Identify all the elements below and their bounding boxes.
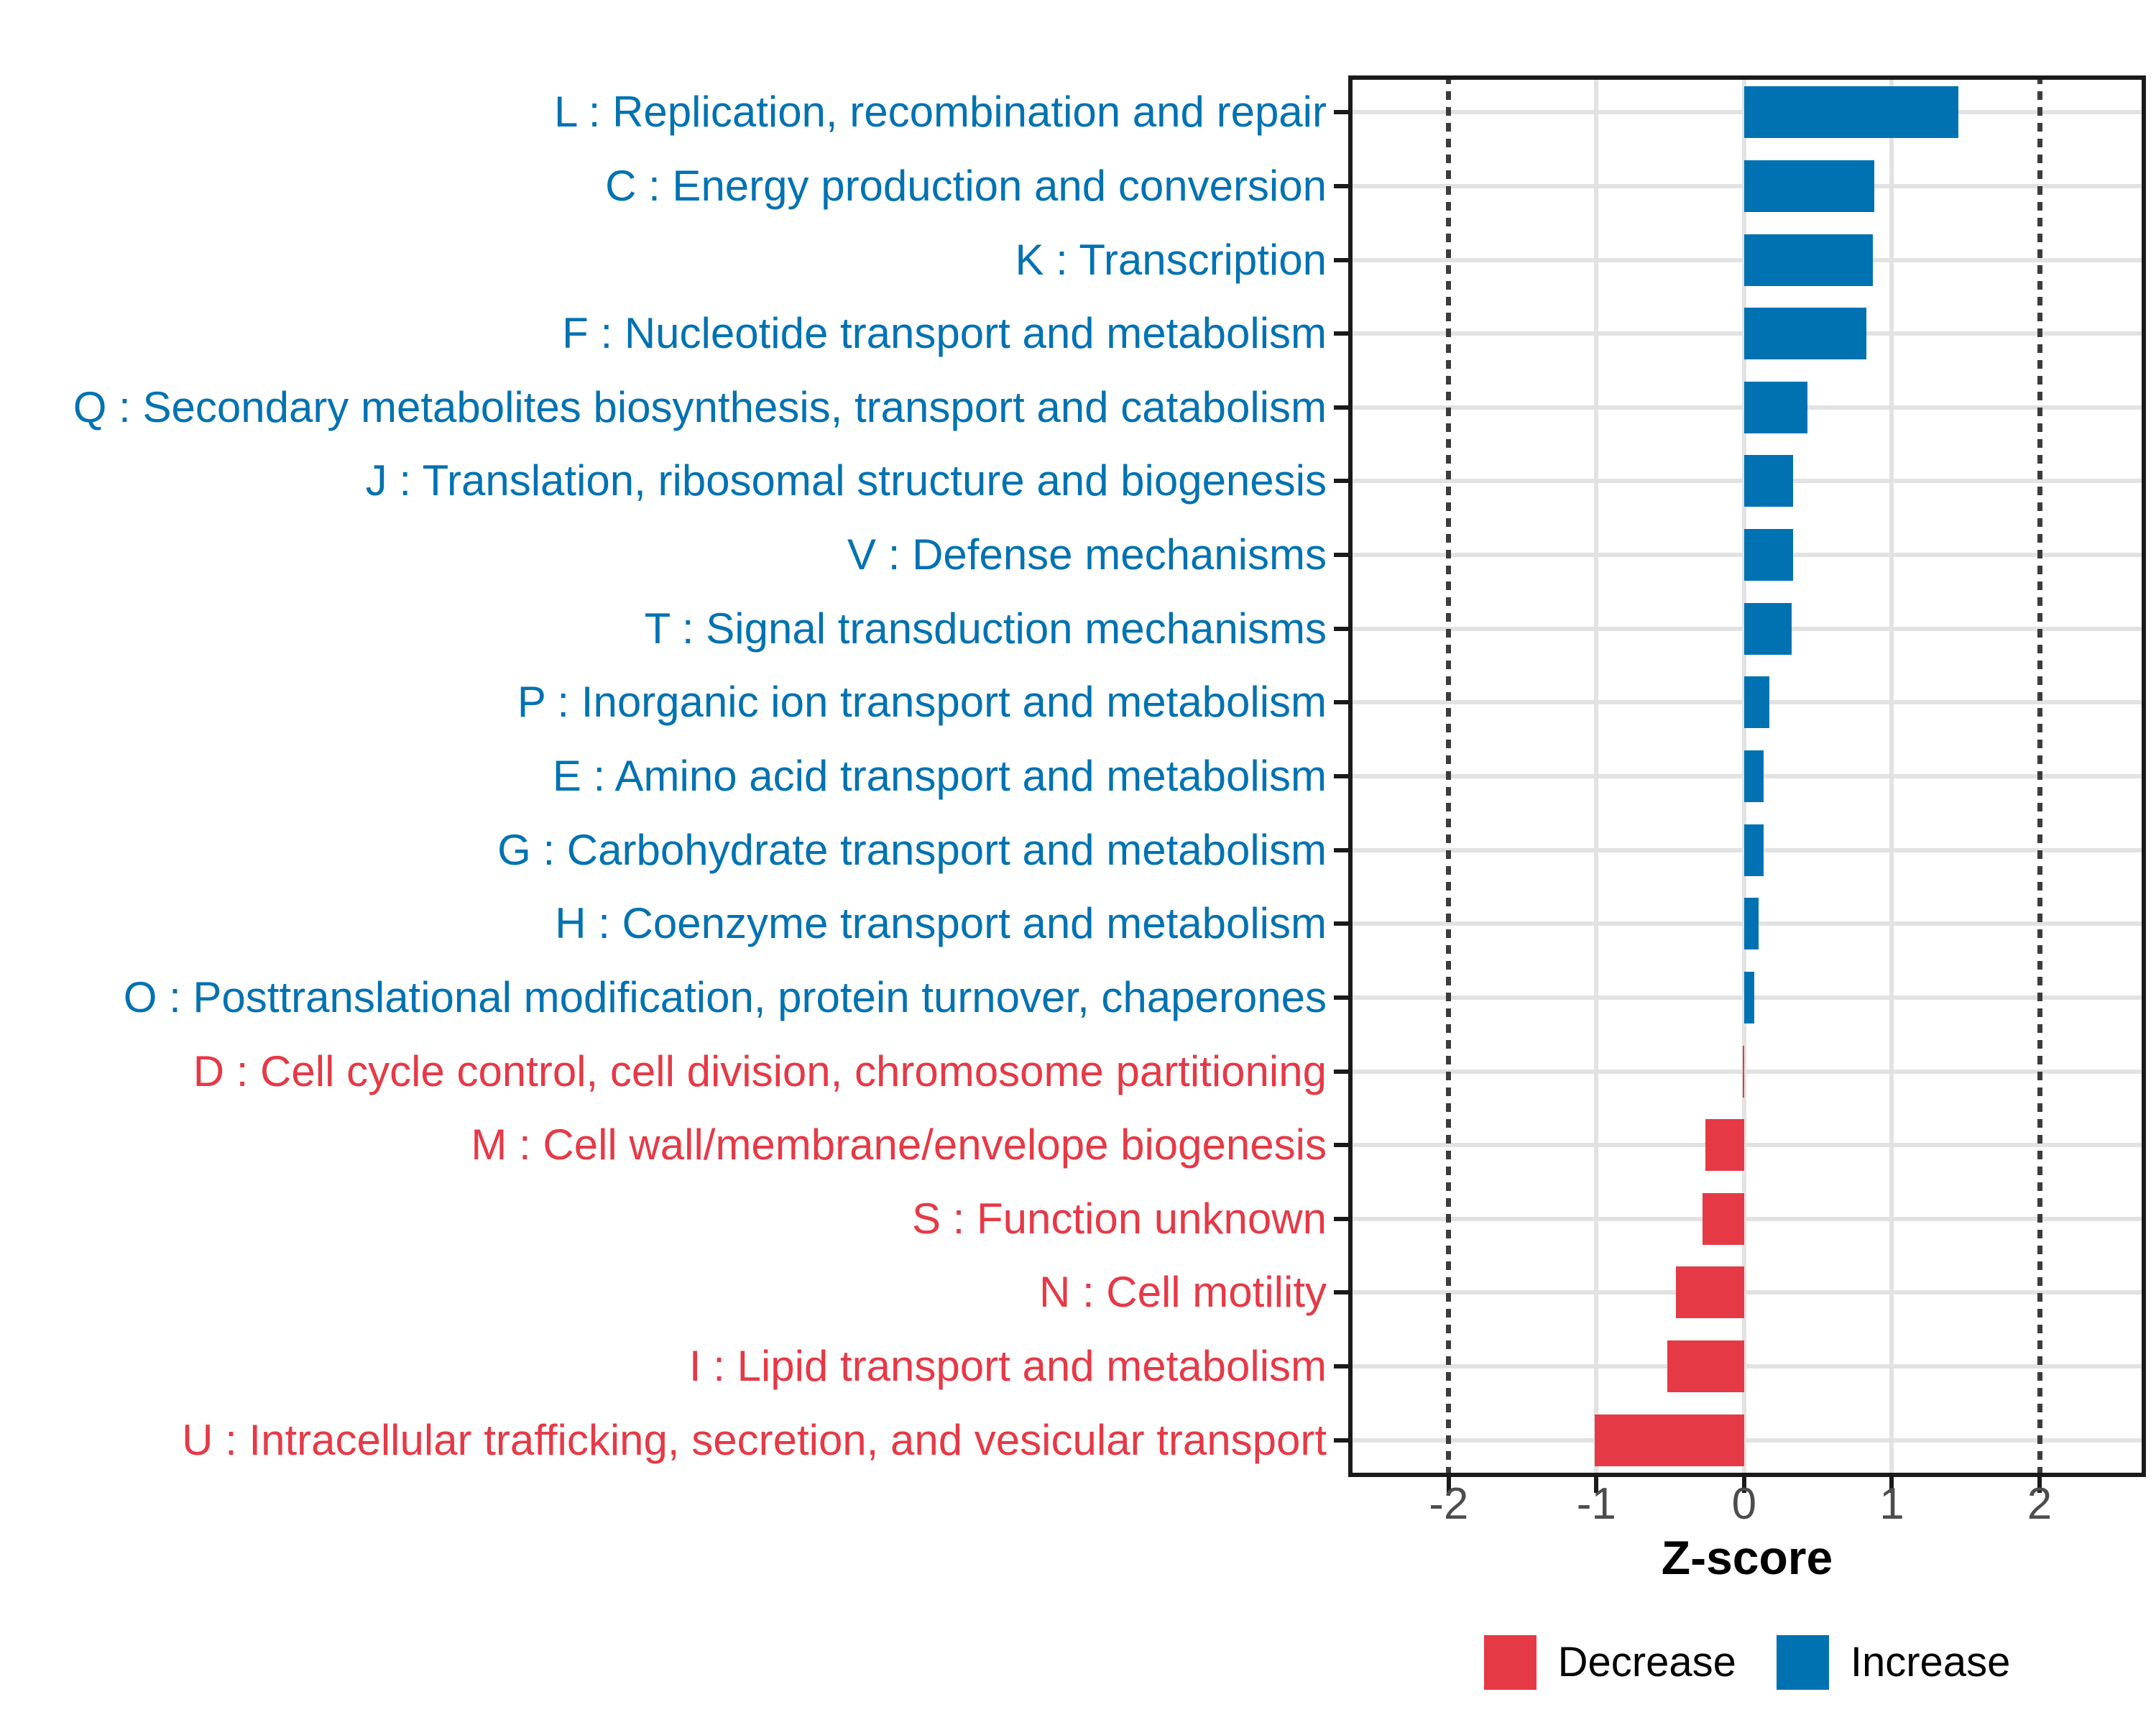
legend: Decrease Increase bbox=[1348, 1630, 2146, 1695]
legend-label-decrease: Decrease bbox=[1557, 1639, 1736, 1685]
category-label-S: S : Function unknown bbox=[911, 1194, 1327, 1243]
legend-label-increase: Increase bbox=[1850, 1639, 2011, 1685]
gridline-row-N bbox=[1348, 1290, 2146, 1295]
gridline-x-1 bbox=[1889, 75, 1894, 1477]
y-tick-E bbox=[1334, 774, 1348, 778]
gridline-row-S bbox=[1348, 1216, 2146, 1221]
bar-Q bbox=[1743, 381, 1808, 433]
y-tick-T bbox=[1334, 626, 1348, 631]
y-tick-G bbox=[1334, 847, 1348, 852]
y-tick-H bbox=[1334, 921, 1348, 926]
bar-I bbox=[1667, 1340, 1744, 1393]
x-tick-2 bbox=[2037, 1477, 2042, 1493]
y-tick-I bbox=[1334, 1364, 1348, 1369]
bar-D bbox=[1742, 1045, 1744, 1098]
y-tick-O bbox=[1334, 995, 1348, 1000]
y-tick-F bbox=[1334, 331, 1348, 336]
y-tick-V bbox=[1334, 553, 1348, 558]
bar-U bbox=[1595, 1414, 1744, 1466]
category-label-U: U : Intracellular trafficking, secretion… bbox=[182, 1415, 1327, 1464]
bar-J bbox=[1743, 455, 1793, 507]
category-label-E: E : Amino acid transport and metabolism bbox=[552, 752, 1327, 800]
category-label-Q: Q : Secondary metabolites biosynthesis, … bbox=[73, 382, 1327, 431]
category-label-P: P : Inorganic ion transport and metaboli… bbox=[517, 678, 1327, 727]
y-tick-S bbox=[1334, 1216, 1348, 1221]
bar-S bbox=[1703, 1192, 1744, 1245]
bar-P bbox=[1743, 676, 1769, 729]
y-tick-J bbox=[1334, 479, 1348, 484]
bar-T bbox=[1743, 602, 1792, 655]
gridline-row-M bbox=[1348, 1143, 2146, 1148]
bar-V bbox=[1743, 529, 1793, 581]
y-tick-P bbox=[1334, 700, 1348, 705]
bar-N bbox=[1676, 1266, 1744, 1319]
legend-item-decrease: Decrease bbox=[1483, 1635, 1736, 1690]
y-tick-K bbox=[1334, 257, 1348, 262]
legend-item-increase: Increase bbox=[1776, 1635, 2011, 1690]
x-tick--2 bbox=[1446, 1477, 1451, 1493]
category-label-O: O : Posttranslational modification, prot… bbox=[123, 972, 1327, 1021]
y-tick-C bbox=[1334, 183, 1348, 188]
legend-swatch-increase bbox=[1776, 1635, 1829, 1690]
bar-E bbox=[1743, 750, 1764, 802]
bar-C bbox=[1743, 160, 1874, 212]
x-tick-label-1: 1 bbox=[1879, 1479, 1904, 1529]
category-label-J: J : Translation, ribosomal structure and… bbox=[365, 456, 1327, 505]
gridline-row-I bbox=[1348, 1364, 2146, 1369]
reference-line-2 bbox=[2037, 75, 2042, 1477]
category-label-L: L : Replication, recombination and repai… bbox=[553, 88, 1327, 137]
category-label-I: I : Lipid transport and metabolism bbox=[688, 1342, 1327, 1391]
gridline-row-D bbox=[1348, 1069, 2146, 1074]
y-tick-U bbox=[1334, 1438, 1348, 1443]
gridline-row-U bbox=[1348, 1438, 2146, 1443]
x-tick-label--1: -1 bbox=[1576, 1479, 1616, 1529]
bar-G bbox=[1743, 824, 1764, 876]
category-label-F: F : Nucleotide transport and metabolism bbox=[562, 309, 1327, 358]
bar-F bbox=[1743, 308, 1867, 360]
y-tick-M bbox=[1334, 1143, 1348, 1148]
category-label-K: K : Transcription bbox=[1015, 235, 1327, 284]
y-tick-Q bbox=[1334, 405, 1348, 410]
y-tick-N bbox=[1334, 1290, 1348, 1295]
category-label-H: H : Coenzyme transport and metabolism bbox=[555, 899, 1327, 948]
gridline-x--1 bbox=[1594, 75, 1599, 1477]
bar-L bbox=[1743, 86, 1958, 139]
category-label-M: M : Cell wall/membrane/envelope biogenes… bbox=[471, 1121, 1327, 1169]
x-tick-1 bbox=[1889, 1477, 1894, 1493]
category-label-V: V : Defense mechanisms bbox=[847, 530, 1327, 579]
x-tick-0 bbox=[1741, 1477, 1746, 1493]
x-tick--1 bbox=[1594, 1477, 1599, 1493]
bar-K bbox=[1743, 234, 1873, 286]
bar-M bbox=[1705, 1119, 1744, 1172]
plot-panel-border bbox=[1348, 75, 2146, 1477]
y-tick-D bbox=[1334, 1069, 1348, 1074]
category-label-D: D : Cell cycle control, cell division, c… bbox=[193, 1046, 1327, 1095]
category-label-N: N : Cell motility bbox=[1038, 1268, 1327, 1317]
x-tick-label-0: 0 bbox=[1731, 1479, 1757, 1529]
x-tick-label--2: -2 bbox=[1429, 1479, 1469, 1529]
category-label-T: T : Signal transduction mechanisms bbox=[644, 604, 1327, 653]
category-label-G: G : Carbohydrate transport and metabolis… bbox=[497, 825, 1327, 874]
x-tick-label-2: 2 bbox=[2027, 1479, 2053, 1529]
bar-H bbox=[1743, 898, 1759, 950]
category-label-C: C : Energy production and conversion bbox=[605, 161, 1327, 210]
legend-swatch-decrease bbox=[1483, 1635, 1537, 1690]
y-tick-L bbox=[1334, 110, 1348, 115]
x-axis-title: Z-score bbox=[1661, 1531, 1833, 1584]
reference-line--2 bbox=[1446, 75, 1452, 1477]
bar-O bbox=[1743, 971, 1755, 1024]
